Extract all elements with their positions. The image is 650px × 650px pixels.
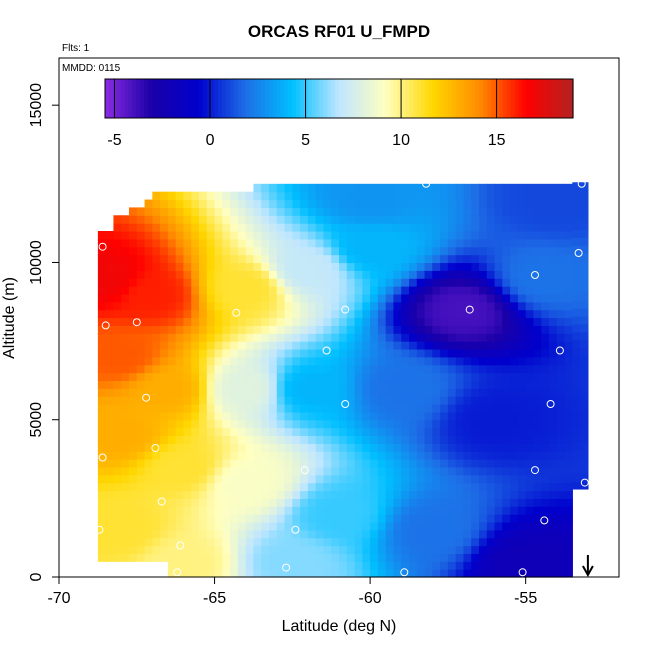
flight-point xyxy=(291,525,300,534)
flight-point xyxy=(341,305,350,314)
flights-label: Flts: 1 xyxy=(62,43,90,54)
flight-point xyxy=(422,179,431,188)
flight-point xyxy=(574,249,583,257)
flight-point xyxy=(300,466,309,475)
flight-point xyxy=(546,400,555,408)
flight-point xyxy=(341,400,350,408)
y-tick-label: 10000 xyxy=(28,240,45,285)
x-tick-label: -70 xyxy=(47,590,70,607)
flight-point xyxy=(151,444,160,452)
colorbar-tick-label: 0 xyxy=(206,132,215,149)
colorbar-tick-label: 5 xyxy=(301,132,310,149)
flight-point xyxy=(98,242,107,251)
flight-point xyxy=(465,305,474,314)
flight-point xyxy=(232,308,241,317)
flight-point xyxy=(132,318,141,327)
colorbar: -5 0 5 10 15 xyxy=(104,78,574,149)
chart-title: ORCAS RF01 U_FMPD xyxy=(248,22,430,41)
x-axis-label: Latitude (deg N) xyxy=(282,618,397,635)
flight-point xyxy=(531,271,539,279)
colorbar-tick-label: 10 xyxy=(392,132,410,149)
colorbar-tick-label: -5 xyxy=(107,132,121,149)
y-tick-label: 0 xyxy=(28,572,45,581)
flight-point xyxy=(531,466,539,475)
mmdd-label: MMDD: 0115 xyxy=(62,63,121,74)
flight-point xyxy=(101,321,110,330)
y-axis-label: Altitude (m) xyxy=(1,277,18,359)
flight-point xyxy=(89,396,98,405)
flight-point xyxy=(157,497,166,506)
flight-point xyxy=(580,478,589,487)
flight-point xyxy=(176,541,185,550)
flight-point xyxy=(173,568,182,577)
flight-point xyxy=(540,516,549,525)
flight-point xyxy=(400,568,409,577)
flight-point xyxy=(518,568,527,577)
plot-area xyxy=(89,179,594,578)
y-tick-label: 5000 xyxy=(28,402,45,438)
flight-point xyxy=(282,563,291,572)
x-tick-label: -65 xyxy=(203,590,226,607)
x-tick-label: -55 xyxy=(514,590,537,607)
x-tick-label: -60 xyxy=(359,590,382,607)
flight-point xyxy=(95,525,104,534)
y-tick-label: 15000 xyxy=(28,83,45,128)
flight-point xyxy=(142,393,151,402)
flight-point xyxy=(98,453,107,462)
plot-frame xyxy=(58,57,620,578)
arrow-head xyxy=(582,565,594,578)
colorbar-tick-label: 15 xyxy=(488,132,506,149)
flight-point xyxy=(577,179,586,188)
colorbar-frame xyxy=(104,78,574,119)
flight-point xyxy=(555,346,564,355)
flight-point xyxy=(322,346,331,355)
